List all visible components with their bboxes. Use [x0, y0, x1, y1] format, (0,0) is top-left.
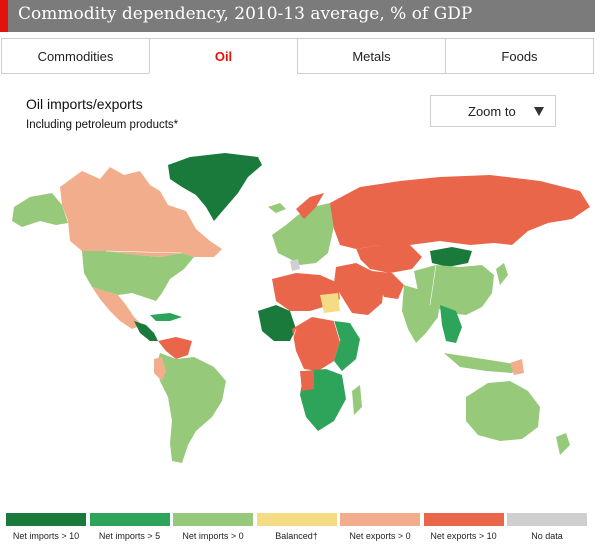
zoom-label: Zoom to [468, 104, 516, 119]
region-mexico[interactable] [92, 287, 142, 329]
legend-item: Net imports > 0 [173, 513, 253, 549]
region-greenland[interactable] [168, 153, 262, 221]
region-central-asia[interactable] [356, 245, 422, 273]
region-egypt[interactable] [320, 293, 340, 313]
legend-item: Net imports > 5 [89, 513, 170, 549]
legend-swatch [507, 513, 587, 526]
region-russia[interactable] [330, 175, 590, 249]
region-europe[interactable] [272, 203, 336, 265]
region-andes[interactable] [154, 357, 166, 381]
region-japan[interactable] [496, 263, 508, 285]
region-norway[interactable] [296, 193, 324, 219]
category-tabs: Commodities Oil Metals Foods [1, 38, 594, 74]
legend-label: Net exports > 10 [430, 531, 497, 541]
legend-label: Net imports > 0 [182, 531, 244, 541]
region-madagascar[interactable] [352, 385, 362, 415]
region-venezuela[interactable] [158, 337, 192, 359]
region-west-africa[interactable] [258, 305, 296, 341]
region-usa[interactable] [82, 251, 194, 301]
triangle-down-icon [534, 107, 544, 116]
country-borders [105, 248, 437, 342]
legend-label: No data [531, 531, 563, 541]
legend-item: Net imports > 10 [6, 513, 86, 549]
legend-swatch [6, 513, 86, 526]
region-iran[interactable] [372, 271, 404, 299]
header-accent [0, 0, 8, 32]
legend-swatch [173, 513, 253, 526]
region-central-america[interactable] [134, 321, 158, 341]
tab-foods[interactable]: Foods [445, 38, 594, 74]
region-middle-east[interactable] [334, 263, 384, 315]
page-title: Commodity dependency, 2010-13 average, %… [18, 4, 473, 24]
tab-oil[interactable]: Oil [149, 38, 298, 74]
legend-swatch [423, 513, 504, 526]
legend: Net imports > 10 Net imports > 5 Net impor… [6, 513, 587, 553]
legend-label: Balanced† [275, 531, 318, 541]
region-new-zealand[interactable] [556, 433, 570, 455]
region-alaska[interactable] [12, 193, 68, 227]
region-india[interactable] [402, 285, 440, 343]
tab-metals[interactable]: Metals [297, 38, 446, 74]
zoom-to-dropdown[interactable]: Zoom to [430, 95, 556, 127]
region-south-america[interactable] [156, 353, 226, 463]
region-canada[interactable] [60, 167, 222, 257]
legend-swatch [89, 513, 170, 526]
chart-note: Including petroleum products* [26, 119, 179, 131]
header-bar: Commodity dependency, 2010-13 average, %… [0, 0, 595, 32]
chart-subtitle: Oil imports/exports [26, 96, 143, 112]
world-map[interactable] [0, 145, 600, 475]
legend-item: Balanced† [256, 513, 337, 549]
region-papua[interactable] [510, 359, 524, 375]
legend-label: Net imports > 5 [98, 531, 161, 541]
region-australia[interactable] [466, 381, 540, 441]
legend-label: Net exports > 0 [349, 531, 411, 541]
region-east-africa[interactable] [334, 321, 360, 371]
tab-commodities[interactable]: Commodities [1, 38, 150, 74]
region-central-africa[interactable] [292, 317, 340, 371]
region-caribbean[interactable] [150, 313, 182, 321]
region-no-data[interactable] [290, 259, 300, 271]
region-iceland[interactable] [268, 203, 286, 213]
region-southeast-asia[interactable] [440, 305, 462, 343]
legend-item: Net exports > 10 [423, 513, 504, 549]
region-angola[interactable] [300, 371, 314, 391]
legend-item: Net exports > 0 [340, 513, 420, 549]
legend-swatch [340, 513, 420, 526]
legend-label: Net imports > 10 [12, 531, 80, 541]
region-mongolia[interactable] [430, 247, 472, 267]
legend-swatch [256, 513, 337, 526]
legend-item: No data [507, 513, 587, 549]
region-indonesia[interactable] [444, 353, 520, 373]
